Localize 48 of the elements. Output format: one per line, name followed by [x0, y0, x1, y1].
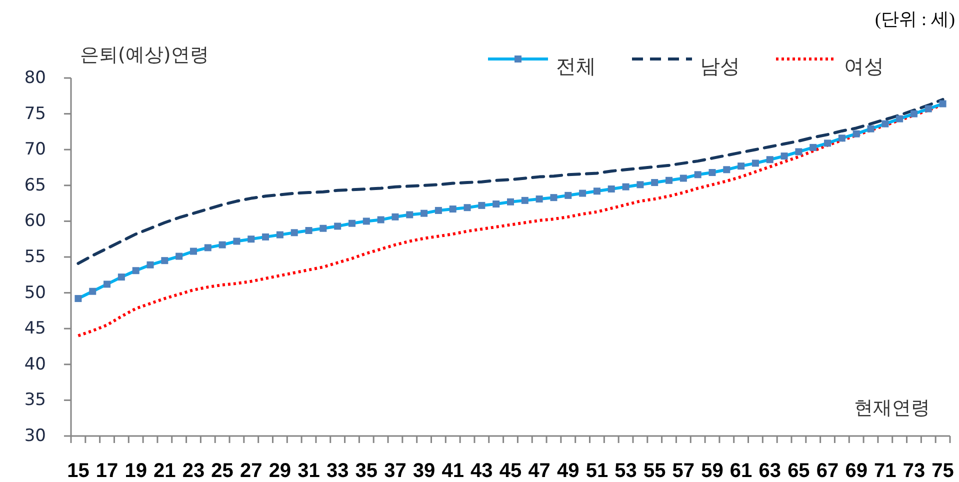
x-tick-label: 31 [298, 460, 320, 482]
x-tick-label: 41 [442, 460, 464, 482]
x-tick-label: 39 [412, 460, 436, 482]
y-axis-title: 은퇴(예상)연령 [80, 44, 209, 66]
y-tick-label: 70 [24, 140, 46, 160]
x-tick-label: 55 [643, 460, 666, 482]
x-tick-label: 75 [932, 460, 954, 482]
x-axis-title: 현재연령 [854, 397, 930, 419]
y-tick-label: 45 [24, 318, 46, 339]
x-tick-label: 25 [211, 460, 234, 482]
x-tick-label: 29 [268, 460, 292, 482]
y-tick-label: 80 [24, 68, 46, 88]
y-tick-label: 40 [24, 354, 46, 374]
y-tick-label: 60 [24, 211, 46, 232]
x-tick-label: 53 [614, 460, 637, 482]
x-tick-label: 17 [96, 460, 118, 482]
y-tick-label: 75 [24, 104, 46, 124]
x-tick-label: 49 [557, 460, 580, 482]
legend-label: 여성 [844, 54, 884, 78]
x-tick-label: 73 [902, 460, 926, 482]
x-tick-label: 71 [874, 460, 896, 482]
y-tick-label: 55 [24, 247, 46, 267]
x-tick-label: 47 [528, 460, 550, 482]
x-tick-label: 21 [154, 460, 176, 482]
y-tick-label: 30 [24, 426, 46, 446]
y-tick-label: 50 [24, 282, 46, 303]
x-tick-label: 37 [384, 460, 406, 482]
legend-label: 전체 [556, 54, 596, 78]
x-tick-label: 33 [326, 460, 349, 482]
x-tick-label: 51 [586, 460, 608, 482]
x-tick-label: 15 [67, 460, 90, 482]
x-tick-label: 63 [758, 460, 781, 482]
x-tick-label: 35 [355, 460, 378, 482]
x-tick-label: 61 [730, 460, 752, 482]
text: (단위 : 세) [875, 9, 955, 29]
x-tick-label: 65 [788, 460, 810, 482]
y-tick-label: 35 [24, 390, 46, 410]
y-tick-label: 65 [24, 175, 46, 196]
x-tick-label: 57 [672, 460, 695, 482]
x-tick-label: 19 [124, 460, 147, 482]
x-tick-label: 43 [470, 460, 493, 482]
x-tick-label: 69 [845, 460, 868, 482]
x-tick-label: 67 [816, 460, 839, 482]
x-tick-label: 59 [701, 460, 724, 482]
x-tick-label: 27 [240, 460, 262, 482]
x-tick-label: 23 [182, 460, 205, 482]
x-tick-label: 45 [499, 460, 522, 482]
legend-label: 남성 [700, 54, 740, 78]
